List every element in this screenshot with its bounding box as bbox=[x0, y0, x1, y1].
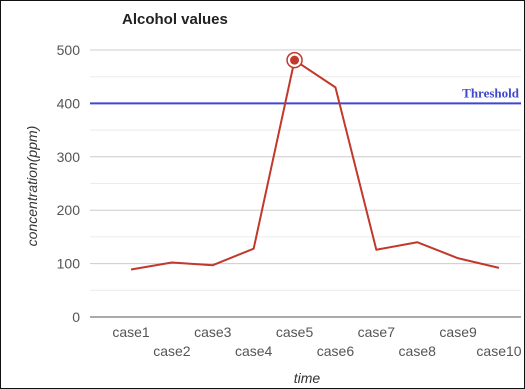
y-tick-label-400: 400 bbox=[57, 95, 81, 111]
threshold-label: Threshold bbox=[462, 85, 520, 100]
data-point-case6 bbox=[334, 86, 337, 89]
highlight-marker-dot bbox=[290, 55, 300, 65]
x-tick-label-case8: case8 bbox=[399, 343, 437, 359]
x-tick-label-case9: case9 bbox=[439, 324, 477, 340]
y-tick-label-0: 0 bbox=[72, 309, 80, 325]
data-point-case3 bbox=[211, 264, 214, 267]
x-axis-ticks: case1case2case3case4case5case6case7case8… bbox=[112, 324, 521, 359]
chart-title: Alcohol values bbox=[122, 11, 228, 28]
data-point-case2 bbox=[170, 261, 173, 264]
y-tick-label-300: 300 bbox=[57, 149, 81, 165]
series-group bbox=[130, 51, 501, 271]
y-axis-title: concentration(ppm) bbox=[24, 126, 40, 247]
data-point-case8 bbox=[416, 241, 419, 244]
threshold-group: Threshold bbox=[90, 85, 521, 105]
x-axis-title: time bbox=[294, 370, 321, 386]
data-point-case1 bbox=[130, 268, 133, 271]
data-point-case4 bbox=[252, 247, 255, 250]
x-tick-label-case2: case2 bbox=[153, 343, 191, 359]
gridlines bbox=[90, 49, 521, 318]
series-line-0 bbox=[130, 59, 500, 271]
y-axis-ticks: 0 100 200 300 400 500 bbox=[57, 42, 81, 325]
x-tick-label-case4: case4 bbox=[235, 343, 273, 359]
x-tick-label-case6: case6 bbox=[317, 343, 355, 359]
x-tick-label-case5: case5 bbox=[276, 324, 314, 340]
y-tick-label-100: 100 bbox=[57, 256, 81, 272]
y-tick-label-500: 500 bbox=[57, 42, 81, 58]
data-point-case7 bbox=[375, 248, 378, 251]
data-point-case9 bbox=[457, 257, 460, 260]
data-point-case10 bbox=[498, 266, 501, 269]
x-tick-label-case10: case10 bbox=[476, 343, 521, 359]
y-tick-label-200: 200 bbox=[57, 202, 81, 218]
x-tick-label-case7: case7 bbox=[358, 324, 396, 340]
x-tick-label-case1: case1 bbox=[112, 324, 150, 340]
x-tick-label-case3: case3 bbox=[194, 324, 232, 340]
